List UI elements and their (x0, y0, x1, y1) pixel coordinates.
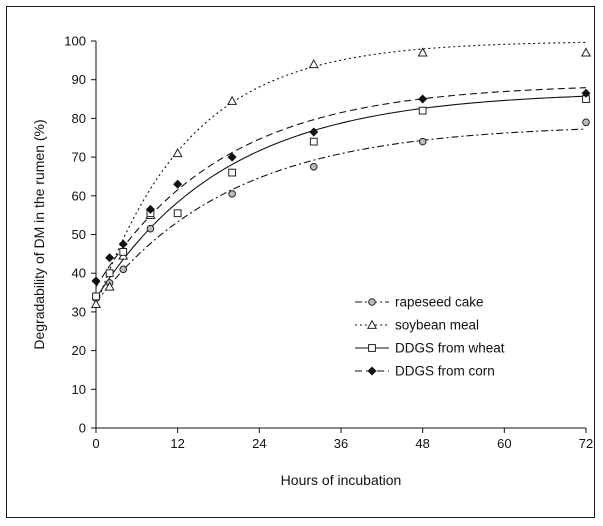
x-axis-title: Hours of incubation (281, 472, 402, 488)
data-point (91, 276, 101, 286)
fit-curve-1 (95, 41, 587, 307)
fit-curve-2 (95, 95, 587, 299)
data-point (105, 253, 115, 263)
y-tick-label: 90 (72, 72, 86, 87)
data-point (309, 127, 319, 137)
fit-curves (95, 41, 587, 307)
legend-marker (368, 344, 376, 352)
legend-entry-ddgs-corn: DDGS from corn (355, 364, 495, 379)
data-point (418, 137, 427, 146)
legend-marker (366, 319, 378, 329)
data-point (105, 269, 114, 278)
data-point (228, 168, 237, 177)
data-point (309, 162, 318, 171)
data-point (92, 292, 100, 301)
data-point (104, 281, 115, 291)
data-point (580, 47, 592, 57)
y-tick-label: 50 (72, 227, 86, 242)
tick-labels: 0 10 20 30 40 50 60 70 80 90 100 0 12 24 36 48 60 72 (64, 34, 593, 452)
y-tick-label: 100 (64, 34, 86, 49)
y-tick-label: 10 (72, 382, 86, 397)
x-tick-label: 48 (415, 436, 429, 451)
x-tick-label: 24 (252, 436, 266, 451)
y-tick-label: 80 (72, 111, 86, 126)
legend-entry-soybean-meal: soybean meal (355, 318, 479, 333)
x-tick-label: 72 (579, 436, 593, 451)
legend-swatch-ddgs-corn (355, 366, 389, 376)
data-point (173, 209, 182, 218)
y-tick-label: 70 (72, 150, 86, 165)
legend-label-ddgs-wheat: DDGS from wheat (395, 341, 505, 356)
data-point (309, 137, 318, 146)
x-tick-label: 12 (170, 436, 184, 451)
y-tick-label: 60 (72, 188, 86, 203)
data-point (172, 148, 183, 158)
legend-swatch-ddgs-wheat (355, 344, 389, 352)
legend-entry-ddgs-wheat: DDGS from wheat (355, 341, 505, 356)
y-tick-label: 30 (72, 304, 86, 319)
data-point (119, 265, 128, 274)
data-point (417, 47, 428, 57)
chart-frame (6, 6, 595, 518)
fit-curve-0 (95, 128, 587, 303)
legend-entry-rapeseed-cake: rapeseed cake (355, 295, 484, 310)
y-axis-title: Degradability of DM in the rumen (%) (31, 119, 47, 349)
data-point (581, 88, 591, 98)
legend: rapeseed cake soybean meal DDGS from whe… (355, 295, 505, 379)
data-points (90, 47, 592, 309)
data-point (146, 224, 155, 233)
data-point (90, 298, 102, 309)
legend-label-rapeseed-cake: rapeseed cake (395, 295, 484, 310)
x-tick-label: 36 (334, 436, 348, 451)
legend-marker (367, 366, 377, 376)
y-tick-label: 20 (72, 343, 86, 358)
legend-marker (368, 298, 376, 306)
data-point (582, 118, 590, 127)
legend-label-ddgs-corn: DDGS from corn (395, 364, 495, 379)
axes (91, 40, 587, 433)
fit-curve-3 (95, 87, 587, 288)
data-point (418, 106, 427, 115)
data-point (118, 239, 128, 249)
x-tick-label: 0 (92, 436, 99, 451)
data-point (228, 190, 236, 198)
legend-swatch-soybean-meal (355, 319, 389, 329)
y-tick-label: 40 (72, 266, 86, 281)
legend-swatch-rapeseed-cake (355, 298, 389, 306)
data-point (227, 95, 238, 105)
data-point (119, 248, 128, 256)
data-point (145, 204, 155, 214)
data-point (418, 94, 428, 104)
y-tick-label: 0 (79, 421, 86, 436)
x-tick-label: 60 (497, 436, 511, 451)
data-point (308, 58, 319, 69)
data-point (227, 152, 237, 162)
legend-label-soybean-meal: soybean meal (395, 318, 479, 333)
data-point (173, 179, 183, 189)
